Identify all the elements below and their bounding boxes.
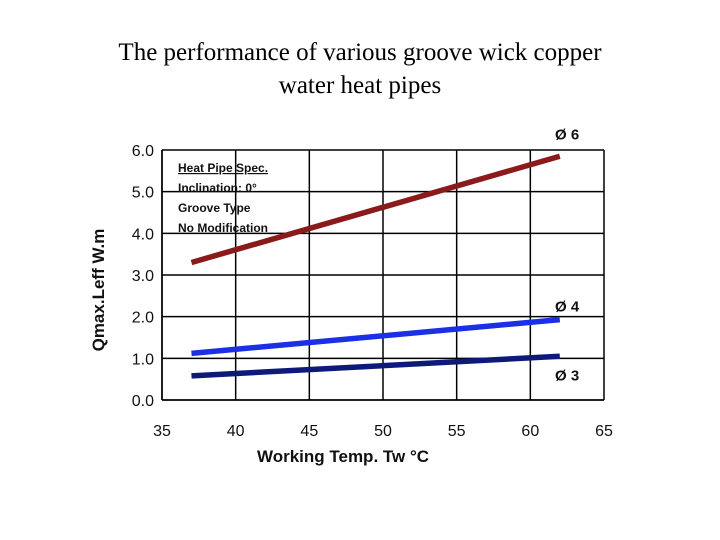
x-tick-label: 45 (300, 423, 318, 440)
y-tick-label: 2.0 (132, 310, 154, 327)
series-line (190, 153, 561, 266)
series-line (191, 353, 560, 379)
x-tick-label: 60 (521, 423, 539, 440)
y-tick-label: 3.0 (132, 268, 154, 285)
annotation-line: Inclination: 0° (178, 181, 257, 195)
series-line (191, 316, 561, 357)
series-label: Ø 6 (555, 126, 579, 143)
series-label: Ø 3 (555, 367, 579, 384)
annotation-line: Heat Pipe Spec. (178, 161, 268, 175)
y-tick-label: 6.0 (132, 143, 154, 160)
slide-title-line-1: The performance of various groove wick c… (118, 39, 602, 66)
slide-title-line-2: water heat pipes (278, 72, 442, 99)
series-label: Ø 4 (555, 299, 580, 316)
annotation-line: Groove Type (178, 201, 251, 215)
annotation-line: No Modification (178, 221, 268, 235)
slide-title: The performance of various groove wick c… (0, 36, 720, 102)
x-axis-label: Working Temp. Tw °C (257, 447, 429, 466)
x-tick-label: 35 (153, 423, 171, 440)
x-tick-label: 50 (374, 423, 392, 440)
x-tick-label: 40 (227, 423, 245, 440)
x-tick-label: 65 (595, 423, 613, 440)
y-axis-label: Qmax.Leff W.m (89, 229, 108, 352)
y-tick-label: 5.0 (132, 185, 154, 202)
y-tick-label: 4.0 (132, 226, 154, 243)
y-tick-label: 1.0 (132, 351, 154, 368)
x-tick-label: 55 (448, 423, 466, 440)
y-tick-label: 0.0 (132, 393, 154, 410)
